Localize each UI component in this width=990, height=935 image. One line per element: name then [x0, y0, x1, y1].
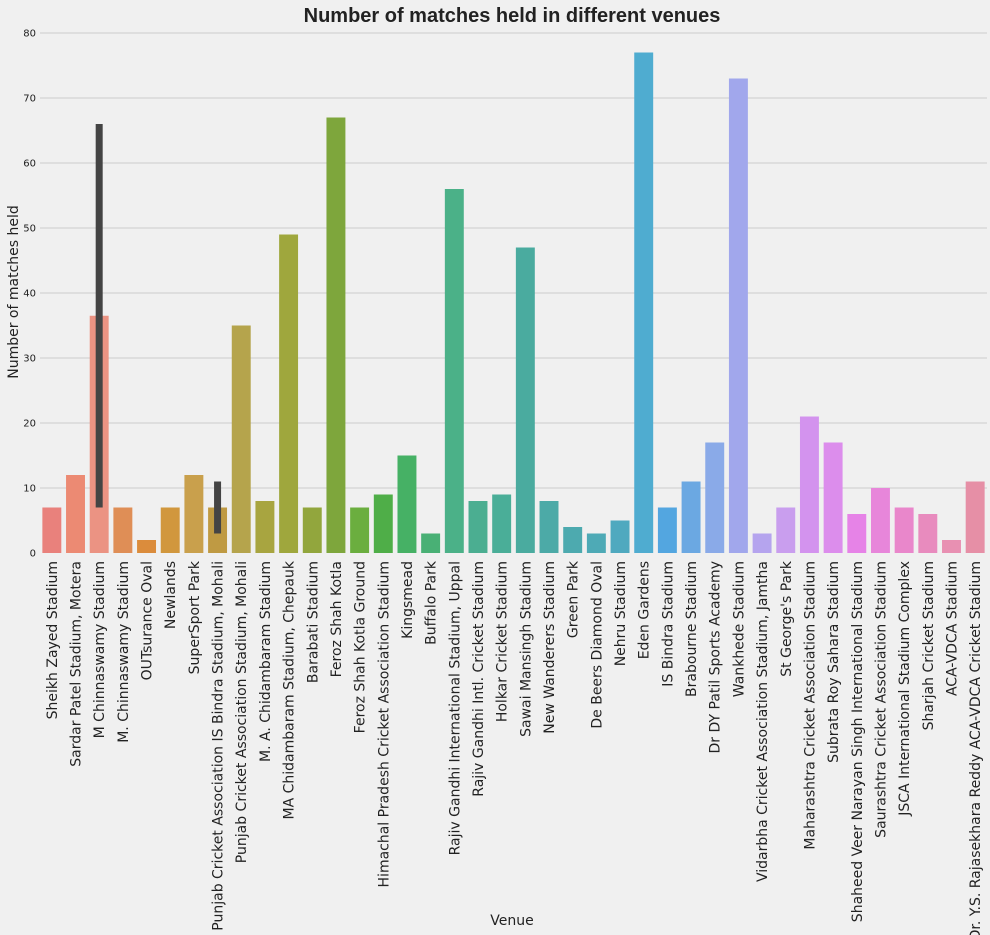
bar-subrata-roy-sahara-stadium — [823, 442, 843, 553]
x-tick-label: Nehru Stadium — [613, 561, 629, 666]
x-tick-label: Sardar Patel Stadium, Motera — [69, 561, 85, 767]
x-tick-label: Rajiv Gandhi Intl. Cricket Stadium — [471, 561, 487, 797]
x-tick-label: MA Chidambaram Stadium, Chepauk — [282, 560, 298, 819]
x-tick-label: SuperSport Park — [187, 560, 203, 674]
x-tick-label: JSCA International Stadium Complex — [897, 561, 913, 817]
bar-sardar-patel-stadium-motera — [66, 475, 85, 553]
x-tick-label: Eden Gardens — [637, 561, 653, 659]
bar-dr-y-s-rajasekhara-reddy-aca-vdca-cricket-stadium — [965, 481, 985, 553]
x-tick-label: Brabourne Stadium — [684, 561, 700, 697]
x-tick-label: Punjab Cricket Association Stadium, Moha… — [234, 561, 250, 863]
x-tick-label: De Beers Diamond Oval — [589, 561, 605, 729]
bar-saurashtra-cricket-association-stadium — [870, 488, 890, 553]
x-tick-label: Punjab Cricket Association IS Bindra Sta… — [211, 561, 227, 931]
bar-green-park — [563, 527, 583, 553]
x-tick-label: ACA-VDCA Stadium — [944, 561, 960, 696]
y-tick-label: 0 — [30, 549, 36, 560]
x-tick-label: Feroz Shah Kotla Ground — [353, 561, 369, 733]
x-tick-label: Rajiv Gandhi International Stadium, Uppa… — [447, 561, 463, 855]
x-tick-label: Sharjah Cricket Stadium — [921, 561, 937, 730]
bar-dr-dy-patil-sports-academy — [705, 442, 725, 553]
bar-feroz-shah-kotla-ground — [350, 507, 370, 553]
y-tick-label: 10 — [23, 484, 36, 495]
y-axis-label: Number of matches held — [6, 205, 22, 379]
bar-is-bindra-stadium — [657, 507, 677, 553]
bar-vidarbha-cricket-association-stadium-jamtha — [752, 533, 772, 553]
x-tick-label: Green Park — [566, 560, 582, 638]
bar-holkar-cricket-stadium — [492, 494, 512, 553]
x-tick-label: Shaheed Veer Narayan Singh International… — [850, 561, 866, 922]
x-tick-label: Barabati Stadium — [305, 561, 321, 683]
y-tick-label: 80 — [23, 29, 36, 40]
x-tick-label: IS Bindra Stadium — [660, 561, 676, 687]
x-tick-label: Sheikh Zayed Stadium — [45, 561, 61, 719]
x-tick-label: Himachal Pradesh Cricket Association Sta… — [376, 561, 392, 887]
x-tick-label: Dr. Y.S. Rajasekhara Reddy ACA-VDCA Cric… — [968, 561, 984, 935]
x-tick-label: Newlands — [163, 561, 179, 629]
x-tick-label: Wankhede Stadium — [731, 561, 747, 697]
x-axis-label: Venue — [490, 913, 533, 929]
bar-brabourne-stadium — [681, 481, 701, 553]
bar-feroz-shah-kotla — [326, 117, 346, 553]
x-tick-label: Maharashtra Cricket Association Stadium — [802, 561, 818, 850]
x-tick-label: New Wanderers Stadium — [542, 561, 558, 734]
x-tick-label: Subrata Roy Sahara Stadium — [826, 561, 842, 763]
bar-sharjah-cricket-stadium — [918, 514, 938, 553]
bar-m-a-chidambaram-stadium — [255, 501, 275, 553]
bar-de-beers-diamond-oval — [586, 533, 606, 553]
bar-ma-chidambaram-stadium-chepauk — [279, 234, 299, 553]
bar-barabati-stadium — [302, 507, 322, 553]
bar-buffalo-park — [421, 533, 441, 553]
bar-rajiv-gandhi-international-stadium-uppal — [444, 189, 464, 553]
bar-m-chinnaswamy-stadium — [113, 507, 133, 553]
bar-nehru-stadium — [610, 520, 630, 553]
bar-newlands — [160, 507, 180, 553]
y-tick-label: 20 — [23, 419, 36, 430]
y-tick-label: 40 — [23, 289, 36, 300]
y-tick-label: 70 — [23, 94, 36, 105]
x-tick-label: M. A. Chidambaram Stadium — [258, 561, 274, 762]
x-tick-label: Saurashtra Cricket Association Stadium — [873, 561, 889, 838]
x-tick-label: Dr DY Patil Sports Academy — [708, 561, 724, 753]
bar-himachal-pradesh-cricket-association-stadium — [373, 494, 393, 553]
x-tick-label: M Chinnaswamy Stadium — [92, 561, 108, 738]
bar-sawai-mansingh-stadium — [515, 247, 535, 553]
bar-rajiv-gandhi-intl-cricket-stadium — [468, 501, 488, 553]
x-tick-label: St George's Park — [779, 560, 795, 677]
x-tick-label: Sawai Mansingh Stadium — [518, 561, 534, 737]
bar-maharashtra-cricket-association-stadium — [799, 416, 819, 553]
x-tick-label: OUTsurance Oval — [140, 561, 156, 680]
bar-aca-vdca-stadium — [942, 540, 961, 553]
bar-kingsmead — [397, 455, 417, 553]
bar-outsurance-oval — [137, 540, 157, 553]
bar-punjab-cricket-association-stadium-mohali — [231, 325, 251, 553]
x-tick-label: Vidarbha Cricket Association Stadium, Ja… — [755, 561, 771, 882]
y-tick-label: 60 — [23, 159, 36, 170]
bar-new-wanderers-stadium — [539, 501, 559, 553]
error-bars — [95, 124, 222, 534]
bar-eden-gardens — [634, 52, 654, 553]
x-tick-label: Buffalo Park — [424, 560, 440, 645]
y-tick-label: 50 — [23, 224, 36, 235]
x-axis-ticks: Sheikh Zayed Stadium Sardar Patel Stadium… — [45, 560, 984, 935]
bar-st-george-s-park — [776, 507, 796, 553]
bar-jsca-international-stadium-complex — [894, 507, 914, 553]
x-tick-label: M. Chinnaswamy Stadium — [116, 561, 132, 743]
y-tick-label: 30 — [23, 354, 36, 365]
x-tick-label: Holkar Cricket Stadium — [495, 561, 511, 722]
x-tick-label: Kingsmead — [400, 561, 416, 639]
x-tick-label: Feroz Shah Kotla — [329, 561, 345, 677]
y-axis-ticks: 0 10 20 30 40 50 60 70 80 — [23, 29, 36, 560]
bar-supersport-park — [184, 475, 204, 553]
chart-title: Number of matches held in different venu… — [304, 5, 721, 27]
bar-sheikh-zayed-stadium — [42, 507, 62, 553]
bar-wankhede-stadium — [728, 78, 748, 553]
bar-shaheed-veer-narayan-singh-international-stadium — [847, 514, 867, 553]
